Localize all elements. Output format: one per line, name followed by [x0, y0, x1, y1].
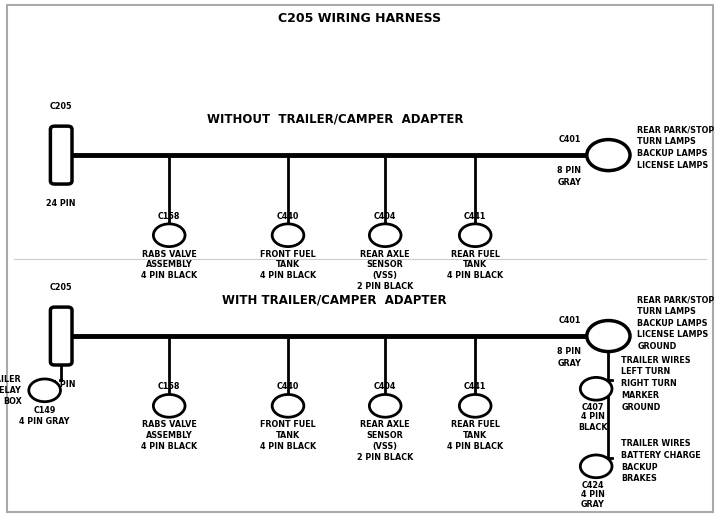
Circle shape [580, 377, 612, 400]
Text: 4 PIN
BLACK: 4 PIN BLACK [578, 412, 607, 432]
Text: WITH TRAILER/CAMPER  ADAPTER: WITH TRAILER/CAMPER ADAPTER [222, 293, 447, 307]
Text: C424: C424 [581, 481, 604, 490]
Text: TRAILER WIRES
BATTERY CHARGE
BACKUP
BRAKES: TRAILER WIRES BATTERY CHARGE BACKUP BRAK… [621, 439, 701, 483]
Text: WITHOUT  TRAILER/CAMPER  ADAPTER: WITHOUT TRAILER/CAMPER ADAPTER [207, 112, 463, 126]
Text: 8 PIN
GRAY: 8 PIN GRAY [557, 347, 581, 368]
Text: C401: C401 [559, 316, 581, 325]
Circle shape [153, 394, 185, 417]
Circle shape [587, 321, 630, 352]
Text: C404: C404 [374, 383, 397, 391]
Text: 4 PIN
GRAY: 4 PIN GRAY [580, 490, 605, 509]
Circle shape [272, 394, 304, 417]
Text: REAR AXLE
SENSOR
(VSS)
2 PIN BLACK: REAR AXLE SENSOR (VSS) 2 PIN BLACK [357, 250, 413, 291]
Text: 24 PIN: 24 PIN [47, 199, 76, 208]
Circle shape [587, 140, 630, 171]
Text: REAR FUEL
TANK
4 PIN BLACK: REAR FUEL TANK 4 PIN BLACK [447, 420, 503, 451]
Text: 24 PIN: 24 PIN [47, 380, 76, 389]
Text: C441: C441 [464, 212, 487, 221]
Text: C205 WIRING HARNESS: C205 WIRING HARNESS [279, 11, 441, 25]
Text: C440: C440 [276, 212, 300, 221]
Text: C158: C158 [158, 212, 181, 221]
Text: C205: C205 [50, 102, 73, 111]
Text: REAR PARK/STOP
TURN LAMPS
BACKUP LAMPS
LICENSE LAMPS: REAR PARK/STOP TURN LAMPS BACKUP LAMPS L… [637, 125, 714, 170]
Text: C158: C158 [158, 383, 181, 391]
Text: 8 PIN
GRAY: 8 PIN GRAY [557, 166, 581, 187]
Circle shape [29, 379, 60, 402]
Text: REAR FUEL
TANK
4 PIN BLACK: REAR FUEL TANK 4 PIN BLACK [447, 250, 503, 280]
Text: C149
4 PIN GRAY: C149 4 PIN GRAY [19, 406, 70, 425]
Text: C205: C205 [50, 283, 73, 292]
Text: TRAILER
RELAY
BOX: TRAILER RELAY BOX [0, 375, 22, 406]
Circle shape [459, 394, 491, 417]
FancyBboxPatch shape [50, 307, 72, 365]
Circle shape [459, 224, 491, 247]
Text: TRAILER WIRES
LEFT TURN
RIGHT TURN
MARKER
GROUND: TRAILER WIRES LEFT TURN RIGHT TURN MARKE… [621, 356, 691, 412]
Circle shape [580, 455, 612, 478]
Text: REAR PARK/STOP
TURN LAMPS
BACKUP LAMPS
LICENSE LAMPS
GROUND: REAR PARK/STOP TURN LAMPS BACKUP LAMPS L… [637, 295, 714, 351]
FancyBboxPatch shape [50, 126, 72, 184]
Text: C440: C440 [276, 383, 300, 391]
Text: RABS VALVE
ASSEMBLY
4 PIN BLACK: RABS VALVE ASSEMBLY 4 PIN BLACK [141, 250, 197, 280]
Circle shape [369, 224, 401, 247]
Text: C441: C441 [464, 383, 487, 391]
Text: RABS VALVE
ASSEMBLY
4 PIN BLACK: RABS VALVE ASSEMBLY 4 PIN BLACK [141, 420, 197, 451]
Text: FRONT FUEL
TANK
4 PIN BLACK: FRONT FUEL TANK 4 PIN BLACK [260, 250, 316, 280]
Circle shape [272, 224, 304, 247]
Text: C401: C401 [559, 135, 581, 144]
Circle shape [369, 394, 401, 417]
Text: REAR AXLE
SENSOR
(VSS)
2 PIN BLACK: REAR AXLE SENSOR (VSS) 2 PIN BLACK [357, 420, 413, 462]
Text: C407: C407 [581, 403, 604, 412]
Text: C404: C404 [374, 212, 397, 221]
Circle shape [153, 224, 185, 247]
Text: FRONT FUEL
TANK
4 PIN BLACK: FRONT FUEL TANK 4 PIN BLACK [260, 420, 316, 451]
